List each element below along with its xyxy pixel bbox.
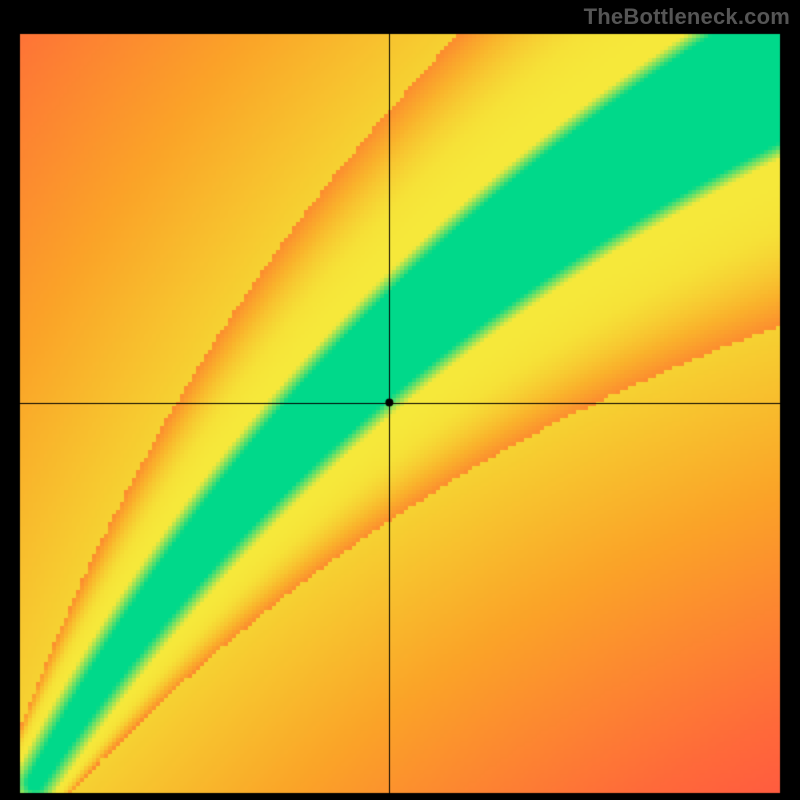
heatmap-canvas: [0, 0, 800, 800]
chart-container: TheBottleneck.com: [0, 0, 800, 800]
watermark-text: TheBottleneck.com: [584, 4, 790, 30]
